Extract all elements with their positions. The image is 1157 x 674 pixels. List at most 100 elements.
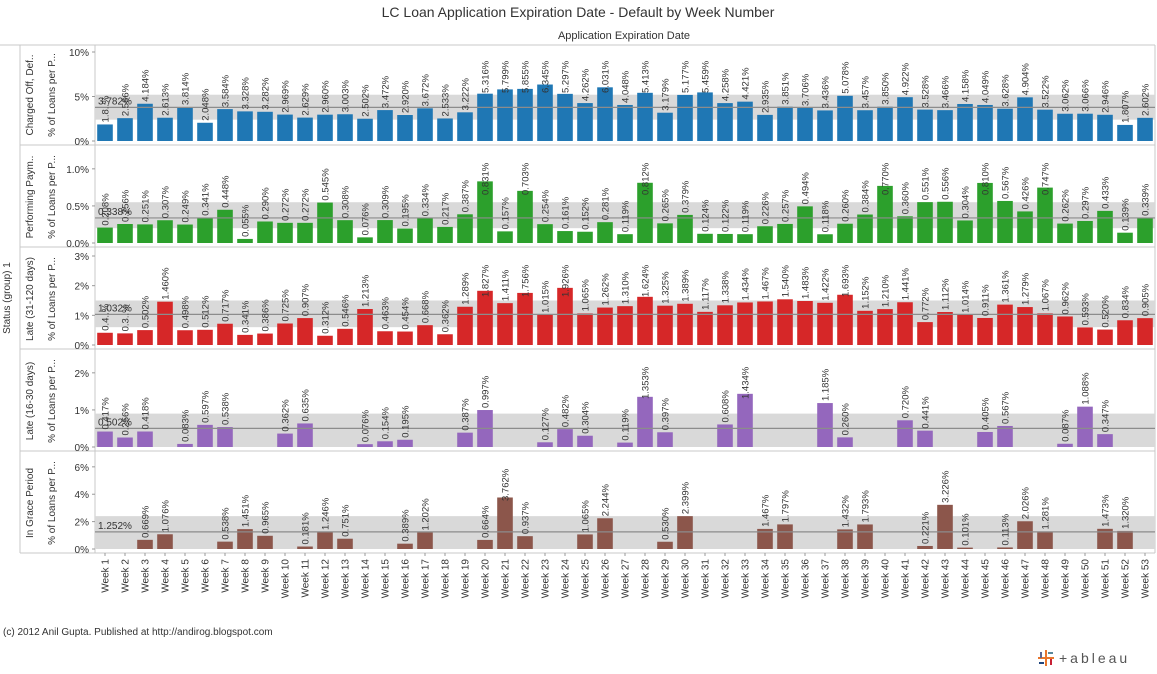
bar[interactable] — [157, 220, 173, 243]
bar[interactable] — [957, 547, 973, 549]
bar[interactable] — [317, 202, 333, 243]
bar[interactable] — [117, 224, 133, 243]
bar[interactable] — [717, 103, 733, 141]
bar[interactable] — [1037, 531, 1053, 549]
bar[interactable] — [157, 534, 173, 549]
bar[interactable] — [1057, 223, 1073, 243]
bar[interactable] — [977, 104, 993, 141]
bar[interactable] — [1077, 113, 1093, 141]
bar[interactable] — [397, 439, 413, 447]
bar[interactable] — [877, 185, 893, 243]
bar[interactable] — [497, 89, 513, 141]
bar[interactable] — [177, 443, 193, 447]
bar[interactable] — [257, 221, 273, 243]
bar[interactable] — [157, 117, 173, 141]
bar[interactable] — [1137, 318, 1153, 345]
bar[interactable] — [737, 393, 753, 447]
bar[interactable] — [177, 330, 193, 345]
bar[interactable] — [1017, 97, 1033, 141]
bar[interactable] — [217, 109, 233, 141]
bar[interactable] — [517, 190, 533, 243]
bar[interactable] — [637, 396, 653, 447]
bar[interactable] — [917, 322, 933, 345]
bar[interactable] — [657, 432, 673, 447]
bar[interactable] — [317, 335, 333, 345]
bar[interactable] — [557, 429, 573, 447]
bar[interactable] — [617, 442, 633, 447]
bar[interactable] — [1117, 320, 1133, 345]
bar[interactable] — [517, 536, 533, 549]
bar[interactable] — [1097, 329, 1113, 345]
bar[interactable] — [97, 124, 113, 141]
bar[interactable] — [917, 109, 933, 141]
bar[interactable] — [597, 87, 613, 141]
bar[interactable] — [337, 114, 353, 141]
bar[interactable] — [97, 332, 113, 345]
bar[interactable] — [997, 200, 1013, 243]
bar[interactable] — [377, 331, 393, 345]
bar[interactable] — [837, 437, 853, 447]
bar[interactable] — [817, 110, 833, 141]
bar[interactable] — [897, 420, 913, 447]
bar[interactable] — [417, 325, 433, 345]
bar[interactable] — [977, 317, 993, 345]
bar[interactable] — [537, 224, 553, 243]
bar[interactable] — [837, 294, 853, 345]
bar[interactable] — [997, 304, 1013, 345]
bar[interactable] — [1117, 530, 1133, 549]
bar[interactable] — [977, 431, 993, 447]
bar[interactable] — [1057, 443, 1073, 447]
bar[interactable] — [677, 516, 693, 549]
bar[interactable] — [937, 110, 953, 141]
bar[interactable] — [957, 103, 973, 141]
bar[interactable] — [1137, 217, 1153, 243]
bar[interactable] — [437, 118, 453, 141]
bar[interactable] — [777, 299, 793, 345]
bar[interactable] — [197, 329, 213, 345]
bar[interactable] — [117, 437, 133, 447]
bar[interactable] — [217, 427, 233, 447]
bar[interactable] — [397, 228, 413, 243]
bar[interactable] — [577, 534, 593, 549]
bar[interactable] — [697, 233, 713, 243]
bar[interactable] — [577, 231, 593, 243]
bar[interactable] — [1097, 114, 1113, 141]
bar[interactable] — [157, 301, 173, 345]
bar[interactable] — [177, 224, 193, 243]
bar[interactable] — [277, 323, 293, 345]
bar[interactable] — [757, 226, 773, 243]
bar[interactable] — [277, 114, 293, 141]
bar[interactable] — [257, 111, 273, 141]
bar[interactable] — [497, 231, 513, 243]
bar[interactable] — [1017, 211, 1033, 243]
bar[interactable] — [857, 214, 873, 243]
bar[interactable] — [117, 118, 133, 141]
bar[interactable] — [1037, 187, 1053, 243]
bar[interactable] — [517, 88, 533, 141]
bar[interactable] — [137, 431, 153, 448]
bar[interactable] — [617, 306, 633, 345]
bar[interactable] — [317, 531, 333, 549]
bar[interactable] — [217, 541, 233, 549]
bar[interactable] — [337, 538, 353, 549]
bar[interactable] — [417, 532, 433, 549]
bar[interactable] — [1017, 521, 1033, 549]
bar[interactable] — [357, 118, 373, 141]
bar[interactable] — [977, 182, 993, 243]
bar[interactable] — [237, 238, 253, 243]
bar[interactable] — [617, 104, 633, 141]
bar[interactable] — [1077, 220, 1093, 243]
bar[interactable] — [437, 226, 453, 243]
bar[interactable] — [917, 545, 933, 549]
bar[interactable] — [597, 307, 613, 345]
bar[interactable] — [577, 313, 593, 345]
bar[interactable] — [397, 543, 413, 549]
bar[interactable] — [1077, 327, 1093, 345]
bar[interactable] — [937, 312, 953, 345]
bar[interactable] — [97, 227, 113, 243]
bar[interactable] — [1077, 406, 1093, 447]
bar[interactable] — [457, 432, 473, 447]
bar[interactable] — [417, 108, 433, 141]
bar[interactable] — [637, 296, 653, 345]
bar[interactable] — [857, 110, 873, 141]
